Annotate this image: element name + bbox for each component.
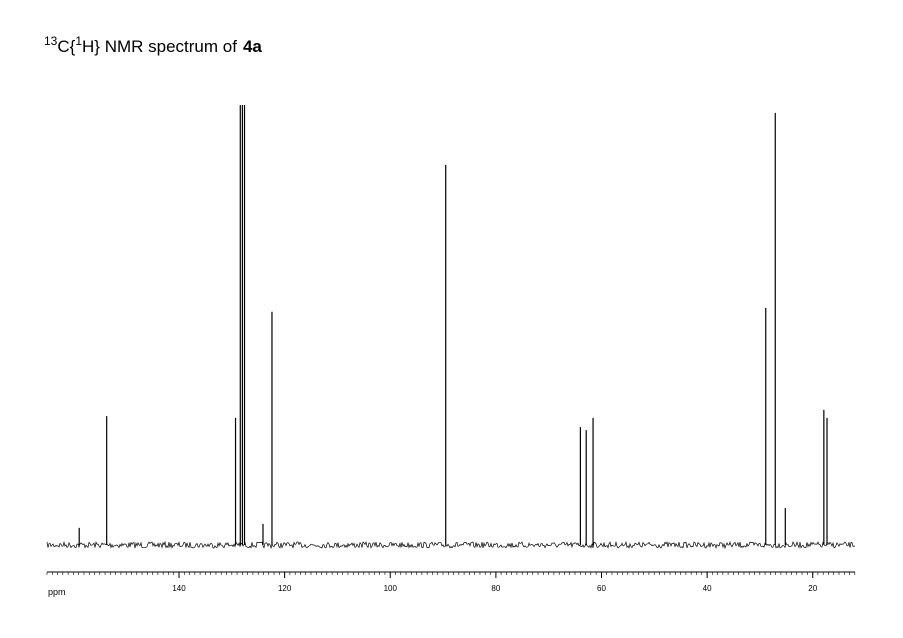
- chart-title: 13C{1H} NMR spectrum of 4a: [44, 34, 262, 56]
- baseline-noise: [46, 540, 855, 550]
- x-tick-label: 80: [491, 584, 500, 593]
- x-tick-label: 60: [597, 584, 606, 593]
- x-axis-label: ppm: [48, 587, 66, 597]
- x-tick-label: 100: [384, 584, 398, 593]
- title-compound: 4a: [243, 37, 262, 56]
- title-superscript: 13: [44, 34, 58, 48]
- x-tick-label: 40: [703, 584, 712, 593]
- title-text: C{: [57, 37, 75, 56]
- x-tick-label: 20: [808, 584, 817, 593]
- x-tick-label: 120: [278, 584, 292, 593]
- title-superscript: 1: [75, 34, 82, 48]
- x-tick-label: 140: [172, 584, 186, 593]
- title-text: H} NMR spectrum of: [82, 37, 237, 56]
